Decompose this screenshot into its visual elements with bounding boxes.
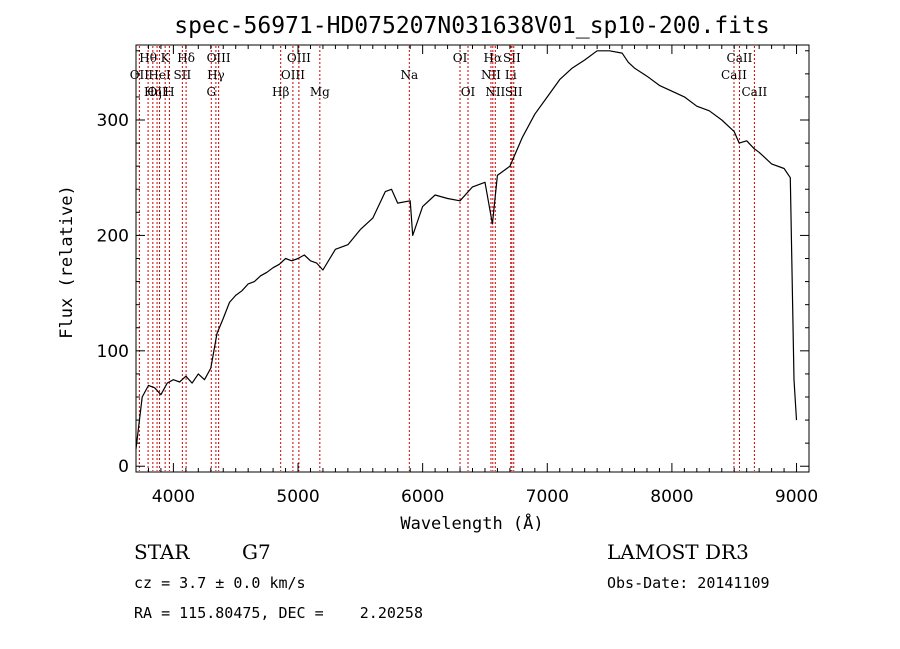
x-axis-label: Wavelength (Å) (400, 512, 543, 534)
y-tick-label: 300 (97, 111, 129, 131)
spectral-line-label: OIII (287, 51, 311, 65)
plot-frame (135, 44, 810, 473)
spectral-line-label: Li (505, 68, 517, 82)
coordinates: RA = 115.80475, DEC = 2.20258 (134, 604, 423, 622)
spectral-line-label: OI (461, 85, 476, 99)
x-tick-label: 7000 (526, 487, 569, 507)
spectral-line-label: Mg (310, 85, 330, 99)
spectral-line-label: OII (130, 68, 150, 82)
spectral-line-label: HeI (148, 68, 171, 82)
obs-date: Obs-Date: 20141109 (607, 574, 770, 592)
spectral-lines-layer: OIIHθHηOIIHeIKHSIIHδGHγOIIIHβOIIIOIIIMgN… (130, 46, 768, 471)
chart-title: spec-56971-HD075207N031638V01_sp10-200.f… (174, 13, 769, 39)
spectral-line-label: SII (174, 68, 192, 82)
axis-ticks-layer: 4000 5000 6000 7000 8000 9000 0 100 200 300 (97, 45, 818, 507)
spectral-line-label: SII (505, 85, 523, 99)
spectral-line-label: Hβ (272, 85, 289, 99)
spectrum-layer (135, 50, 798, 449)
spectral-line-label: CaII (741, 85, 767, 99)
survey-name: LAMOST DR3 (607, 540, 749, 564)
x-tick-label: 5000 (276, 487, 319, 507)
spectral-line-label: Hγ (207, 68, 225, 82)
spectral-line-label: CaII (721, 68, 747, 82)
spectral-line-label: Hα (484, 51, 503, 65)
spectral-line-label: Na (400, 68, 418, 82)
spectral-line-label: OI (453, 51, 468, 65)
spectral-line-label: CaII (727, 51, 753, 65)
redshift-readout: cz = 3.7 ± 0.0 km/s (134, 574, 306, 592)
spectral-line-label: H (164, 85, 174, 99)
y-tick-label: 0 (118, 457, 129, 477)
spectral-line-label: OIII (281, 68, 305, 82)
y-axis-label: Flux (relative) (57, 185, 77, 339)
spectral-line-label: Hθ (139, 51, 157, 65)
spectral-line-label: G (206, 85, 216, 99)
object-class: STAR (134, 540, 190, 564)
spectrum-series-line (135, 50, 798, 449)
spectral-line-label: OII (147, 85, 167, 99)
y-tick-label: 200 (97, 226, 129, 246)
spectral-line-label: Hδ (177, 51, 195, 65)
y-tick-label: 100 (97, 342, 129, 362)
x-tick-label: 9000 (775, 487, 818, 507)
x-tick-label: 6000 (401, 487, 444, 507)
x-tick-label: 8000 (650, 487, 693, 507)
subclass: G7 (242, 540, 271, 564)
spectral-line-label: K (161, 51, 171, 65)
spectral-line-label: NII (485, 85, 505, 99)
spectral-line-label: NII (481, 68, 501, 82)
spectral-line-label: OIII (207, 51, 231, 65)
x-tick-label: 4000 (152, 487, 195, 507)
spectral-line-label: SII (503, 51, 521, 65)
